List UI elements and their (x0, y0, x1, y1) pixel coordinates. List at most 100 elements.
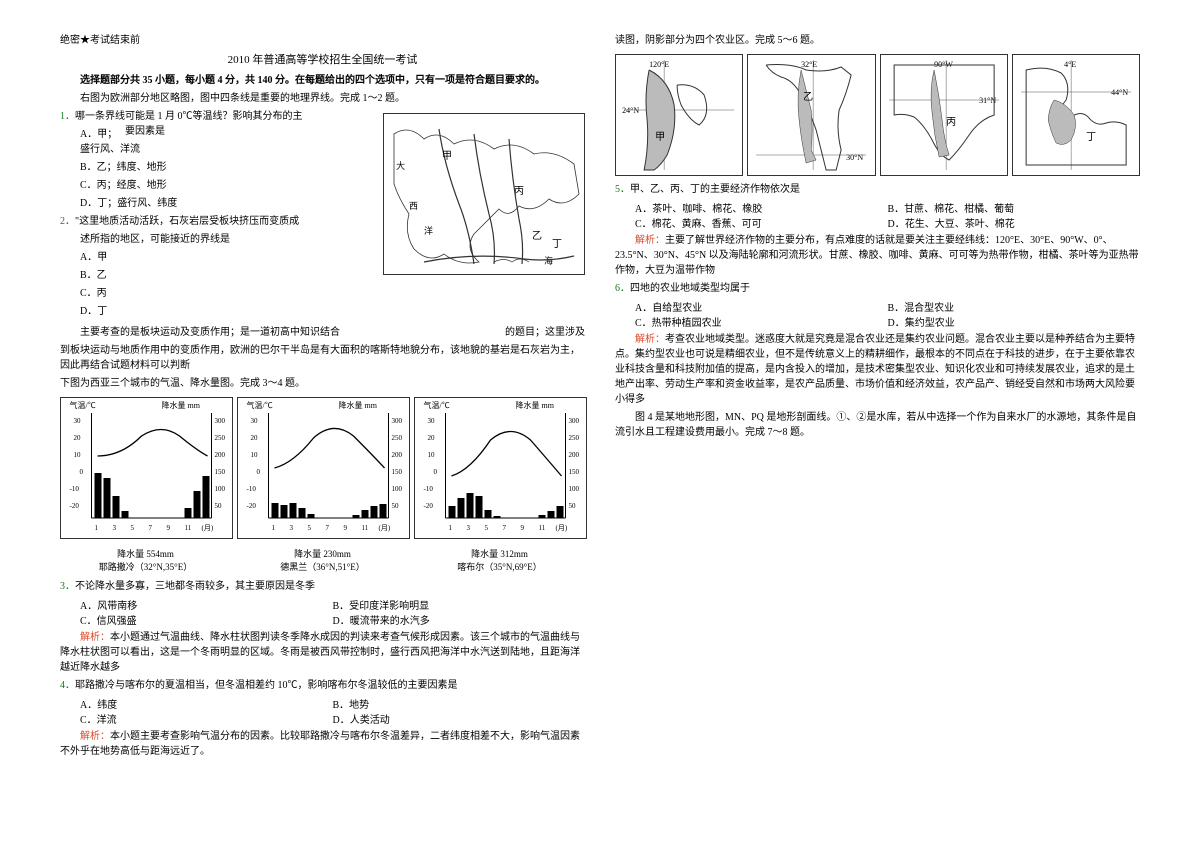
svg-text:4°E: 4°E (1064, 60, 1076, 69)
q2-c: C．丙 (80, 286, 585, 301)
svg-text:-20: -20 (70, 502, 80, 510)
svg-text:32°E: 32°E (801, 60, 817, 69)
svg-text:150: 150 (215, 468, 226, 476)
q5-opts-cd: C．棉花、黄麻、香蕉、可可D．花生、大豆、茶叶、棉花 (635, 215, 1140, 230)
map-jia: 120°E 24°N 甲 (616, 55, 742, 175)
svg-text:200: 200 (392, 451, 403, 459)
q4-analysis: 解析：本小题主要考查影响气温分布的因素。比较耶路撒冷与喀布尔冬温差异，二者纬度相… (60, 729, 585, 759)
svg-text:降水量 mm: 降水量 mm (339, 400, 378, 410)
q6-opts-ab: A．自给型农业B．混合型农业 (635, 299, 1140, 314)
svg-text:气温/℃: 气温/℃ (70, 400, 96, 410)
exam-title: 2010 年普通高等学校招生全国统一考试 (60, 52, 585, 69)
svg-text:30°N: 30°N (846, 153, 863, 162)
svg-text:30: 30 (251, 417, 259, 425)
svg-text:甲: 甲 (442, 151, 452, 162)
svg-text:250: 250 (215, 434, 226, 442)
chart-kabul: 气温/℃降水量 mm 3020100-10-20 300250200150100… (414, 397, 587, 539)
q3-stem: 3．不论降水量多寡，三地都冬雨较多，其主要原因是冬季 (60, 579, 585, 594)
q3-opts-cd: C．信风强盛D．暖流带来的水汽多 (80, 612, 585, 627)
q5-opts-ab: A．茶叶、咖啡、棉花、橡胶B．甘蔗、棉花、柑橘、葡萄 (635, 200, 1140, 215)
svg-text:3: 3 (467, 524, 471, 532)
svg-text:300: 300 (215, 417, 226, 425)
svg-text:150: 150 (569, 468, 580, 476)
svg-text:20: 20 (251, 434, 259, 442)
svg-text:9: 9 (521, 524, 525, 532)
q4-opts-cd: C．洋流D．人类活动 (80, 711, 585, 726)
intro-3-4: 下图为西亚三个城市的气温、降水量图。完成 3～4 题。 (60, 376, 585, 391)
svg-text:44°N: 44°N (1111, 88, 1128, 97)
svg-text:150: 150 (392, 468, 403, 476)
svg-text:11: 11 (539, 524, 546, 532)
svg-text:0: 0 (257, 468, 261, 476)
svg-text:丙: 丙 (946, 117, 956, 128)
svg-text:50: 50 (215, 502, 223, 510)
svg-text:300: 300 (392, 417, 403, 425)
svg-text:7: 7 (326, 524, 330, 532)
intro-1-2: 右图为欧洲部分地区略图，图中四条线是重要的地理界线。完成 1～2 题。 (60, 91, 585, 106)
svg-text:3: 3 (113, 524, 117, 532)
svg-text:120°E: 120°E (649, 60, 669, 69)
svg-text:250: 250 (392, 434, 403, 442)
svg-text:50: 50 (392, 502, 400, 510)
map-yi: 32°E 30°N 乙 (748, 55, 874, 175)
q6-stem: 6．四地的农业地域类型均属于 (615, 281, 1140, 296)
svg-text:甲: 甲 (655, 132, 665, 143)
secret-label: 绝密★考试结束前 (60, 33, 585, 48)
svg-text:5: 5 (131, 524, 135, 532)
svg-text:1: 1 (272, 524, 276, 532)
intro-5-6: 读图，阴影部分为四个农业区。完成 5～6 题。 (615, 33, 1140, 48)
svg-text:11: 11 (362, 524, 369, 532)
instruction: 选择题部分共 35 小题，每小题 4 分，共 140 分。在每题给出的四个选项中… (60, 73, 585, 88)
svg-text:大: 大 (396, 160, 405, 171)
svg-text:降水量 mm: 降水量 mm (162, 400, 201, 410)
svg-text:200: 200 (215, 451, 226, 459)
svg-text:降水量 mm: 降水量 mm (516, 400, 555, 410)
q5-stem: 5．甲、乙、丙、丁的主要经济作物依次是 (615, 182, 1140, 197)
precip-label-2: 降水量 230mm (237, 547, 408, 560)
q2-analysis3: 到板块运动与地质作用中的变质作用，欧洲的巴尔干半岛是有大面积的喀斯特地貌分布，该… (60, 343, 585, 373)
climate-charts: 气温/℃ 降水量 mm 3020100-10-20 30025020015010… (60, 397, 585, 573)
svg-text:10: 10 (74, 451, 82, 459)
svg-text:11: 11 (185, 524, 192, 532)
svg-text:0: 0 (80, 468, 84, 476)
svg-text:0: 0 (434, 468, 438, 476)
q2-analysis: 主要考查的是板块运动及变质作用；是一道初高中知识结合的题目；这里涉及 (60, 325, 585, 340)
svg-text:1: 1 (449, 524, 453, 532)
svg-text:-20: -20 (247, 502, 257, 510)
svg-text:20: 20 (74, 434, 82, 442)
svg-text:(月): (月) (202, 524, 214, 532)
svg-text:气温/℃: 气温/℃ (247, 400, 273, 410)
svg-text:-10: -10 (70, 485, 80, 493)
q3-opts-ab: A．风带南移B．受印度洋影响明显 (80, 597, 585, 612)
q6-opts-cd: C．热带种植园农业D．集约型农业 (635, 314, 1140, 329)
city-name-2: 德黑兰（36°N,51°E） (237, 560, 408, 573)
q3-analysis: 解析：本小题通过气温曲线、降水柱状图判读冬季降水成因的判读来考查气候形成因素。该… (60, 630, 585, 675)
svg-text:气温/℃: 气温/℃ (424, 400, 450, 410)
city-name-1: 耶路撒冷（32°N,35°E） (60, 560, 231, 573)
svg-text:乙: 乙 (803, 91, 813, 103)
svg-text:20: 20 (428, 434, 436, 442)
svg-text:10: 10 (251, 451, 259, 459)
ag-maps: 120°E 24°N 甲 32°E 30°N 乙 90°W 31°N 丙 4°E… (615, 54, 1140, 176)
svg-text:-20: -20 (424, 502, 434, 510)
svg-text:乙: 乙 (532, 230, 542, 242)
city-name-3: 喀布尔（35°N,69°E） (414, 560, 585, 573)
svg-text:100: 100 (215, 485, 226, 493)
svg-text:200: 200 (569, 451, 580, 459)
svg-text:300: 300 (569, 417, 580, 425)
svg-text:5: 5 (308, 524, 312, 532)
svg-text:5: 5 (485, 524, 489, 532)
svg-text:30: 30 (428, 417, 436, 425)
svg-text:30: 30 (74, 417, 82, 425)
map-bing: 90°W 31°N 丙 (881, 55, 1007, 175)
svg-text:7: 7 (149, 524, 153, 532)
svg-text:9: 9 (344, 524, 348, 532)
svg-text:-10: -10 (424, 485, 434, 493)
svg-text:100: 100 (569, 485, 580, 493)
q4-stem: 4．耶路撒冷与喀布尔的夏温相当，但冬温相差约 10℃，影响喀布尔冬温较低的主要因… (60, 678, 585, 693)
precip-label-3: 降水量 312mm (414, 547, 585, 560)
intro-7-8: 图 4 是某地地形图，MN、PQ 是地形剖面线。①、②是水库，若从中选择一个作为… (615, 410, 1140, 440)
q5-analysis: 解析：主要了解世界经济作物的主要分布，有点难度的话就是要关注主要经纬线：120°… (615, 233, 1140, 278)
europe-map: 大 西 洋 海 甲 丙 乙 丁 (383, 113, 585, 275)
q4-opts-ab: A．纬度B．地势 (80, 696, 585, 711)
